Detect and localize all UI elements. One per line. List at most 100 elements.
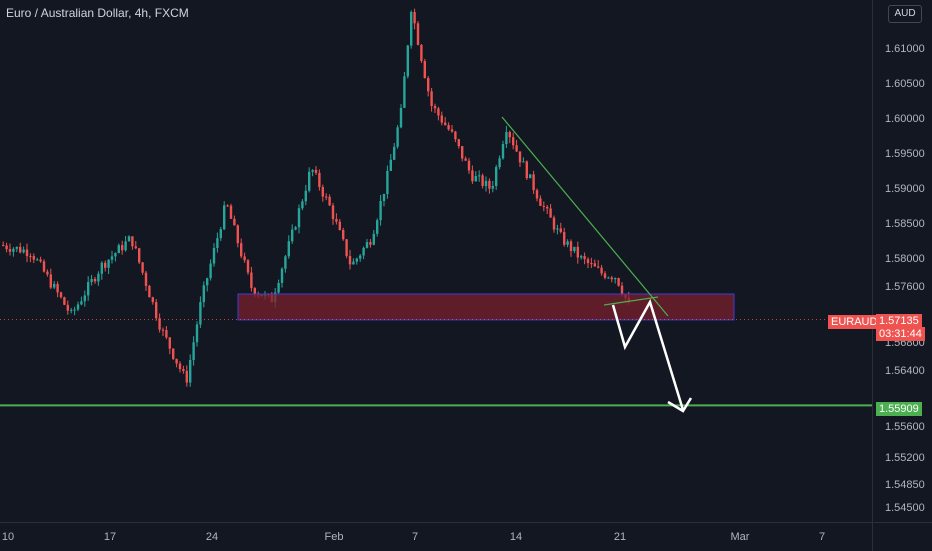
projection-arrowhead <box>667 397 693 413</box>
candle-body <box>491 185 494 189</box>
candle-body <box>457 139 460 147</box>
candle-body <box>284 256 287 269</box>
candle-body <box>549 208 552 218</box>
candle-body <box>280 268 284 283</box>
time-tick: Mar <box>730 531 750 543</box>
candle-body <box>420 44 423 61</box>
candle-body <box>610 277 613 280</box>
candle-body <box>328 196 331 206</box>
candle-body <box>325 196 328 198</box>
candle-body <box>151 297 154 303</box>
candle-body <box>66 304 69 311</box>
candle-body <box>12 248 15 252</box>
candle-body <box>359 255 362 259</box>
candle-body <box>100 262 103 274</box>
candle-body <box>155 302 158 319</box>
candle-body <box>277 282 280 293</box>
candle-body <box>301 201 304 209</box>
candle-body <box>117 245 120 254</box>
candle-body <box>243 256 246 261</box>
candle-body <box>25 249 29 257</box>
candle-body <box>423 60 426 78</box>
candle-body <box>410 11 413 46</box>
candle-body <box>59 292 63 298</box>
candle-body <box>42 261 46 272</box>
candle-body <box>498 158 501 167</box>
candle-body <box>501 144 505 159</box>
candle-body <box>127 236 131 242</box>
candle-body <box>253 288 256 295</box>
candle-body <box>573 246 576 252</box>
time-tick: Feb <box>324 531 344 543</box>
chart-area[interactable]: Euro / Australian Dollar, 4h, FXCM <box>0 0 872 522</box>
candle-body <box>590 263 593 265</box>
candle-body <box>369 242 372 245</box>
candle-body <box>345 239 348 256</box>
currency-button[interactable]: AUD <box>888 5 922 23</box>
candle-body <box>134 246 137 249</box>
candle-body <box>15 246 18 249</box>
candle-body <box>70 309 73 311</box>
candle-body <box>447 125 450 130</box>
candle-body <box>83 295 86 302</box>
candle-body <box>73 309 76 311</box>
price-tick: 1.57600 <box>885 281 925 293</box>
candle-body <box>90 278 93 282</box>
candle-body <box>138 248 141 263</box>
time-axis[interactable]: 10 17 24 Feb 7 14 21 Mar 7 <box>0 522 872 551</box>
candle-body <box>131 236 134 247</box>
candle-body <box>144 272 148 286</box>
candle-body <box>620 285 624 295</box>
candle-body <box>444 122 447 126</box>
time-tick: 24 <box>205 531 219 543</box>
candle-body <box>148 285 151 298</box>
chart-canvas[interactable] <box>0 0 872 522</box>
candle-body <box>576 246 579 258</box>
candle-body <box>467 160 471 171</box>
price-tick: 1.56400 <box>885 365 925 377</box>
price-axis[interactable]: 1.61000 1.60500 1.60000 1.59500 1.59000 1.585… <box>872 0 932 522</box>
price-tick: 1.55600 <box>885 421 925 433</box>
candle-body <box>593 263 596 267</box>
candle-body <box>416 23 420 45</box>
candle-body <box>335 219 338 222</box>
candle-body <box>437 108 440 116</box>
candle-body <box>32 256 35 260</box>
candle-body <box>372 233 375 245</box>
candle-body <box>195 324 199 343</box>
candle-body <box>53 283 56 288</box>
candle-body <box>382 193 386 201</box>
candle-body <box>219 229 222 239</box>
candle-body <box>19 246 22 253</box>
candle-body <box>529 174 532 179</box>
candle-body <box>240 243 243 257</box>
candle-body <box>518 151 522 163</box>
candle-body <box>352 261 355 265</box>
time-tick: 17 <box>103 531 117 543</box>
candle-body <box>440 115 443 123</box>
candle-body <box>484 180 488 187</box>
price-tick: 1.59000 <box>885 183 925 195</box>
candle-body <box>226 205 229 207</box>
candle-body <box>603 273 607 278</box>
candle-body <box>168 337 171 349</box>
candle-body <box>76 304 80 310</box>
candle-body <box>617 278 620 286</box>
candle-body <box>178 363 182 370</box>
candle-body <box>161 329 165 331</box>
triangle-base-line <box>603 296 659 306</box>
candle-body <box>141 262 144 273</box>
candle-body <box>39 259 42 262</box>
candle-body <box>104 262 107 268</box>
time-tick: 10 <box>1 531 15 543</box>
candle-body <box>342 230 345 240</box>
candle-body <box>87 281 90 296</box>
price-tick: 1.58500 <box>885 218 925 230</box>
candle-body <box>355 258 358 262</box>
candle-body <box>464 158 467 161</box>
candle-body <box>396 127 399 147</box>
candle-body <box>110 256 114 260</box>
candle-body <box>546 206 549 209</box>
candle-body <box>338 221 341 231</box>
supply-zone <box>237 293 735 321</box>
